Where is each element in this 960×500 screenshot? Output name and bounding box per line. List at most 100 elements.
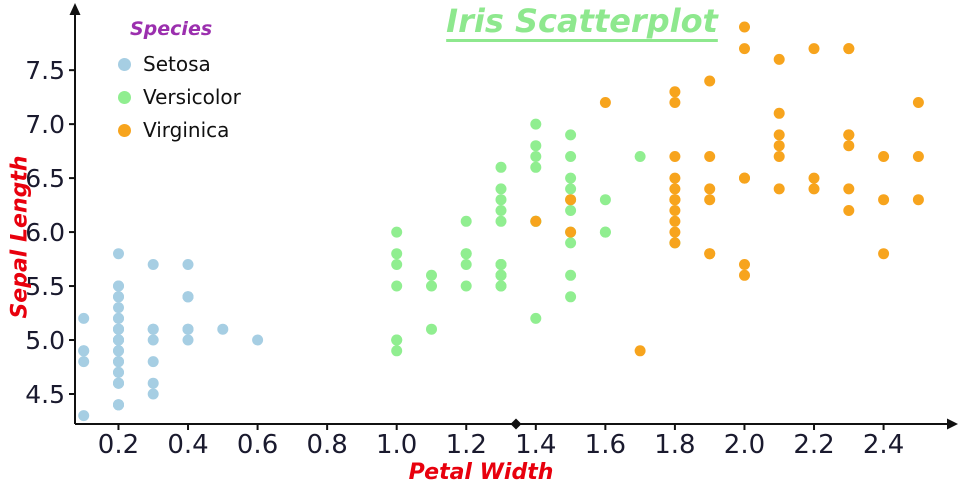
x-tick-label: 2.2 — [793, 430, 834, 460]
data-point-virginica — [704, 194, 716, 206]
data-point-setosa — [113, 356, 124, 368]
data-point-versicolor — [530, 151, 542, 162]
virginica-swatch-icon — [118, 123, 131, 137]
data-point-versicolor — [495, 183, 507, 195]
data-point-virginica — [565, 226, 577, 238]
data-point-versicolor — [426, 269, 437, 281]
data-point-versicolor — [530, 118, 542, 130]
data-point-versicolor — [391, 226, 403, 238]
data-point-virginica — [773, 183, 785, 195]
data-point-virginica — [773, 129, 785, 141]
setosa-swatch-icon — [118, 57, 131, 71]
data-point-setosa — [147, 323, 159, 335]
data-point-setosa — [113, 345, 124, 357]
data-point-virginica — [704, 248, 716, 260]
x-tick-label: 1.0 — [376, 430, 417, 460]
data-point-setosa — [113, 302, 124, 314]
x-tick-label: 1.4 — [515, 430, 556, 460]
data-point-versicolor — [391, 248, 403, 260]
y-tick-label: 5.5 — [25, 272, 65, 301]
data-point-virginica — [669, 237, 681, 249]
data-point-versicolor — [565, 205, 577, 216]
data-point-virginica — [704, 75, 716, 87]
data-point-virginica — [669, 97, 681, 108]
versicolor-swatch-icon — [118, 90, 131, 104]
data-point-versicolor — [565, 172, 577, 184]
data-point-virginica — [912, 194, 924, 206]
data-point-virginica — [565, 194, 577, 206]
data-point-setosa — [78, 410, 90, 422]
data-point-versicolor — [634, 151, 646, 162]
data-point-virginica — [843, 140, 855, 152]
data-point-versicolor — [460, 259, 472, 270]
data-point-versicolor — [426, 280, 437, 292]
data-point-virginica — [843, 205, 855, 216]
data-point-versicolor — [565, 129, 577, 141]
x-tick-label: 0.4 — [167, 430, 208, 460]
data-point-virginica — [704, 183, 716, 195]
y-tick-label: 5.0 — [25, 326, 65, 355]
data-point-setosa — [113, 399, 124, 411]
data-point-setosa — [113, 248, 124, 260]
data-point-versicolor — [460, 215, 472, 227]
axis-diamond-marker-icon — [510, 418, 522, 430]
x-axis-label: Petal Width — [408, 460, 554, 485]
data-point-versicolor — [495, 161, 507, 173]
data-point-setosa — [113, 291, 124, 303]
x-tick-label: 1.2 — [446, 430, 487, 460]
y-tick-label: 7.5 — [25, 56, 65, 85]
data-point-versicolor — [565, 237, 577, 249]
legend-item-versicolor[interactable]: Versicolor — [118, 85, 241, 109]
legend-item-setosa[interactable]: Setosa — [118, 52, 241, 76]
data-point-versicolor — [460, 280, 472, 292]
data-point-virginica — [669, 205, 681, 216]
data-point-virginica — [773, 107, 785, 119]
data-point-setosa — [147, 388, 159, 400]
page-title: Iris Scatterplot — [446, 2, 718, 40]
data-point-virginica — [530, 215, 542, 227]
data-point-setosa — [182, 334, 194, 346]
legend-label-versicolor: Versicolor — [143, 85, 241, 109]
data-point-virginica — [669, 151, 681, 162]
data-point-versicolor — [495, 194, 507, 206]
data-point-virginica — [669, 183, 681, 195]
data-point-setosa — [113, 377, 124, 389]
data-point-versicolor — [495, 215, 507, 227]
legend-label-setosa: Setosa — [143, 52, 211, 76]
data-point-setosa — [182, 323, 194, 335]
data-point-virginica — [912, 97, 924, 108]
data-point-versicolor — [495, 259, 507, 270]
data-point-virginica — [808, 43, 820, 55]
data-point-virginica — [878, 194, 890, 206]
legend-label-virginica: Virginica — [143, 118, 230, 142]
data-point-virginica — [634, 345, 646, 357]
data-point-setosa — [147, 356, 159, 368]
data-point-versicolor — [565, 183, 577, 195]
data-point-versicolor — [391, 345, 403, 357]
y-axis-label: Sepal Length — [7, 155, 33, 319]
data-point-versicolor — [426, 323, 437, 335]
data-point-virginica — [669, 86, 681, 98]
data-point-setosa — [78, 345, 90, 357]
x-tick-label: 0.6 — [237, 430, 278, 460]
data-point-versicolor — [391, 334, 403, 346]
data-point-versicolor — [530, 312, 542, 324]
y-tick-label: 6.5 — [25, 164, 65, 193]
data-point-versicolor — [391, 280, 403, 292]
data-point-virginica — [739, 259, 750, 270]
data-point-virginica — [669, 215, 681, 227]
data-point-setosa — [252, 334, 264, 346]
legend-item-virginica[interactable]: Virginica — [118, 118, 241, 142]
data-point-setosa — [113, 280, 124, 292]
data-point-setosa — [78, 356, 90, 368]
data-point-versicolor — [495, 280, 507, 292]
data-point-setosa — [182, 291, 194, 303]
y-axis-arrow-icon — [69, 3, 81, 15]
legend-title: Species — [130, 18, 213, 40]
data-point-virginica — [808, 172, 820, 184]
data-point-versicolor — [565, 151, 577, 162]
data-point-setosa — [217, 323, 229, 335]
x-tick-label: 0.8 — [306, 430, 347, 460]
legend: Species Setosa Versicolor Virginica — [118, 18, 241, 151]
